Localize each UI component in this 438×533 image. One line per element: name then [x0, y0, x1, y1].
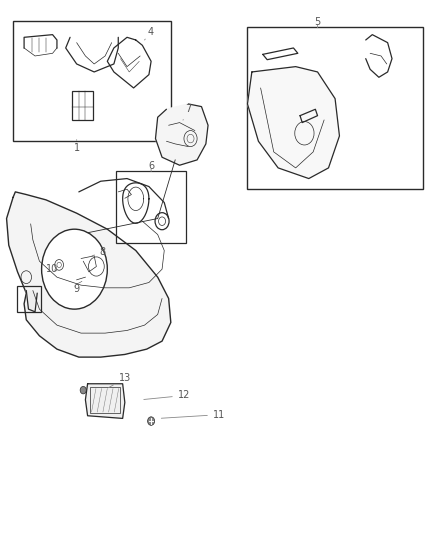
Bar — [247, 27, 423, 189]
Text: 7: 7 — [183, 104, 191, 120]
Polygon shape — [7, 192, 171, 357]
Bar — [13, 21, 171, 141]
Polygon shape — [26, 290, 37, 312]
Text: 11: 11 — [161, 410, 225, 419]
Text: 4: 4 — [145, 27, 154, 40]
Bar — [72, 91, 93, 120]
Text: 5: 5 — [314, 18, 321, 28]
Polygon shape — [85, 384, 125, 418]
Circle shape — [80, 386, 86, 394]
Text: 6: 6 — [148, 161, 154, 172]
Circle shape — [42, 229, 107, 309]
Bar — [17, 286, 41, 312]
Text: 1: 1 — [74, 140, 80, 153]
Polygon shape — [247, 67, 339, 179]
Text: 8: 8 — [92, 247, 106, 257]
Polygon shape — [155, 104, 208, 165]
Text: 13: 13 — [109, 374, 131, 387]
Circle shape — [148, 417, 155, 425]
Bar — [90, 387, 120, 413]
Bar — [116, 171, 186, 243]
Text: 12: 12 — [144, 391, 190, 400]
Text: 10: 10 — [46, 264, 58, 274]
Text: 9: 9 — [74, 284, 80, 294]
